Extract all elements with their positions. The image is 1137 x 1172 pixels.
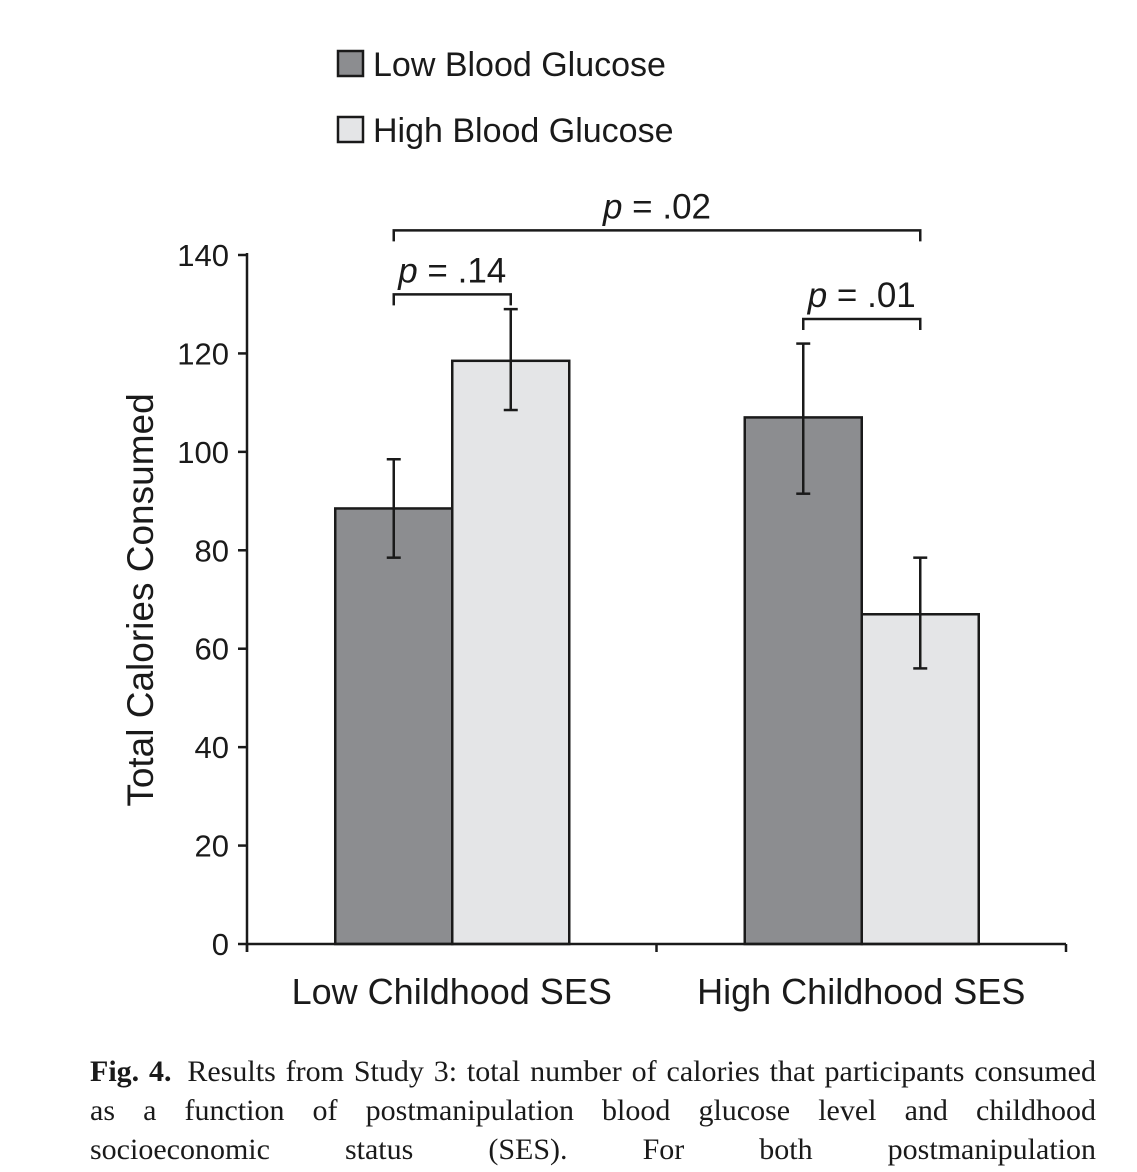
legend-swatch-high-glucose [336, 115, 365, 144]
y-tick-label: 100 [177, 435, 229, 470]
caption-text: Results from Study 3: total number of ca… [90, 1055, 1096, 1166]
legend-swatch-low-glucose [336, 49, 365, 78]
significance-label: p = .02 [602, 187, 711, 226]
significance-bracket-3 [392, 229, 922, 242]
y-tick-label: 20 [195, 829, 229, 864]
chart-svg: 0 20 40 60 80 100 120 140 Low Childhood SES High … [120, 46, 1068, 1012]
y-axis-title: Total Calories Consumed [120, 393, 161, 806]
bar-low-ses-high-glucose [451, 359, 571, 946]
y-tick-label: 40 [195, 730, 229, 765]
legend-label: High Blood Glucose [373, 112, 674, 150]
significance-label: p = .14 [397, 251, 506, 290]
bar-chart: 0 20 40 60 80 100 120 140 Low Childhood SES High … [120, 46, 1068, 1012]
legend-label: Low Blood Glucose [373, 46, 666, 84]
y-tick-label: 0 [212, 927, 229, 962]
significance-bracket-2 [802, 317, 922, 330]
y-tick-label: 60 [195, 632, 229, 667]
figure-caption: Fig. 4. Results from Study 3: total numb… [90, 1052, 1096, 1172]
bar-low-ses-low-glucose [334, 507, 454, 946]
bar-high-ses-low-glucose [743, 416, 863, 946]
significance-label: p = .01 [807, 276, 916, 315]
figure-label: Fig. 4. [90, 1055, 172, 1088]
y-tick-label: 80 [195, 533, 229, 568]
y-tick-label: 120 [177, 336, 229, 371]
y-tick-label: 140 [177, 238, 229, 273]
significance-bracket-1 [392, 293, 512, 306]
x-tick-label: High Childhood SES [697, 971, 1025, 1012]
x-tick-label: Low Childhood SES [292, 971, 612, 1012]
